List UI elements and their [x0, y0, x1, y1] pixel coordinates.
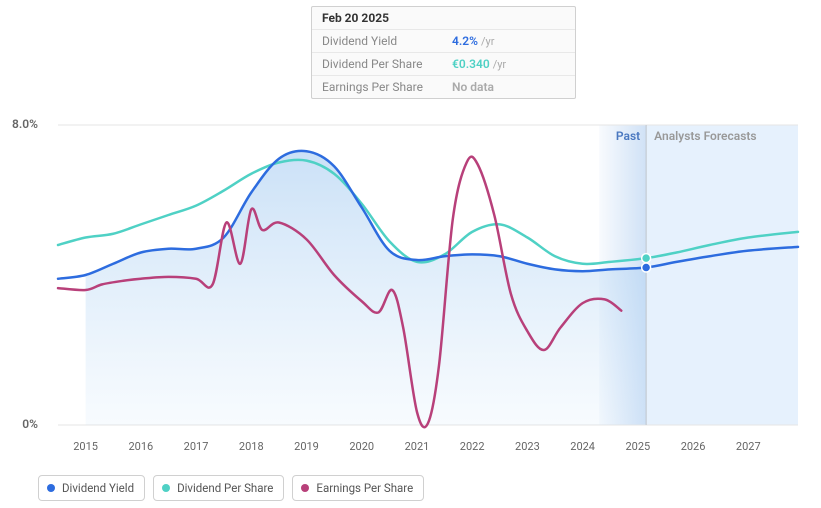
x-tick-label: 2027 — [736, 440, 761, 453]
x-tick-label: 2017 — [184, 440, 209, 453]
legend-item-dividend-yield[interactable]: Dividend Yield — [38, 475, 145, 501]
x-tick-label: 2023 — [515, 440, 540, 453]
tooltip-label: Earnings Per Share — [322, 80, 452, 94]
x-tick-label: 2020 — [349, 440, 374, 453]
legend-label: Dividend Per Share — [177, 481, 273, 495]
legend-label: Dividend Yield — [62, 481, 134, 495]
tooltip-value: No data — [452, 80, 494, 94]
tooltip: Feb 20 2025 Dividend Yield4.2%/yrDividen… — [311, 6, 576, 99]
tooltip-value: 4.2% — [452, 34, 478, 48]
legend-label: Earnings Per Share — [316, 481, 413, 495]
tooltip-row: Dividend Yield4.2%/yr — [312, 30, 575, 53]
tooltip-label: Dividend Per Share — [322, 57, 452, 71]
legend-dot — [162, 484, 170, 492]
legend-item-earnings-per-share[interactable]: Earnings Per Share — [292, 475, 424, 501]
legend-item-dividend-per-share[interactable]: Dividend Per Share — [153, 475, 284, 501]
tooltip-unit: /yr — [493, 58, 506, 71]
cursor-marker — [642, 254, 651, 263]
x-tick-label: 2026 — [681, 440, 706, 453]
y-tick-label: 8.0% — [12, 117, 38, 131]
tooltip-date-row: Feb 20 2025 — [312, 7, 575, 30]
legend-dot — [301, 484, 309, 492]
forecast-region — [646, 125, 798, 425]
legend-dot — [47, 484, 55, 492]
tooltip-label: Dividend Yield — [322, 34, 452, 48]
tooltip-row: Earnings Per ShareNo data — [312, 76, 575, 98]
plot-area[interactable]: Past Analysts Forecasts — [58, 125, 798, 425]
x-tick-label: 2021 — [405, 440, 430, 453]
tooltip-row: Dividend Per Share€0.340/yr — [312, 53, 575, 76]
forecast-label: Analysts Forecasts — [654, 129, 756, 143]
x-tick-label: 2016 — [128, 440, 153, 453]
chart-container: Feb 20 2025 Dividend Yield4.2%/yrDividen… — [0, 0, 821, 508]
chart-svg — [58, 125, 798, 425]
x-tick-label: 2022 — [460, 440, 485, 453]
x-tick-label: 2025 — [625, 440, 650, 453]
tooltip-value: €0.340 — [452, 57, 490, 71]
y-tick-label: 0% — [22, 417, 38, 431]
legend: Dividend Yield Dividend Per Share Earnings… — [38, 475, 424, 501]
tooltip-date: Feb 20 2025 — [322, 11, 389, 25]
x-tick-label: 2018 — [239, 440, 264, 453]
cursor-marker — [642, 263, 651, 272]
x-tick-label: 2019 — [294, 440, 319, 453]
tooltip-unit: /yr — [481, 35, 494, 48]
x-tick-label: 2015 — [73, 440, 98, 453]
past-label: Past — [616, 129, 640, 143]
x-tick-label: 2024 — [570, 440, 595, 453]
